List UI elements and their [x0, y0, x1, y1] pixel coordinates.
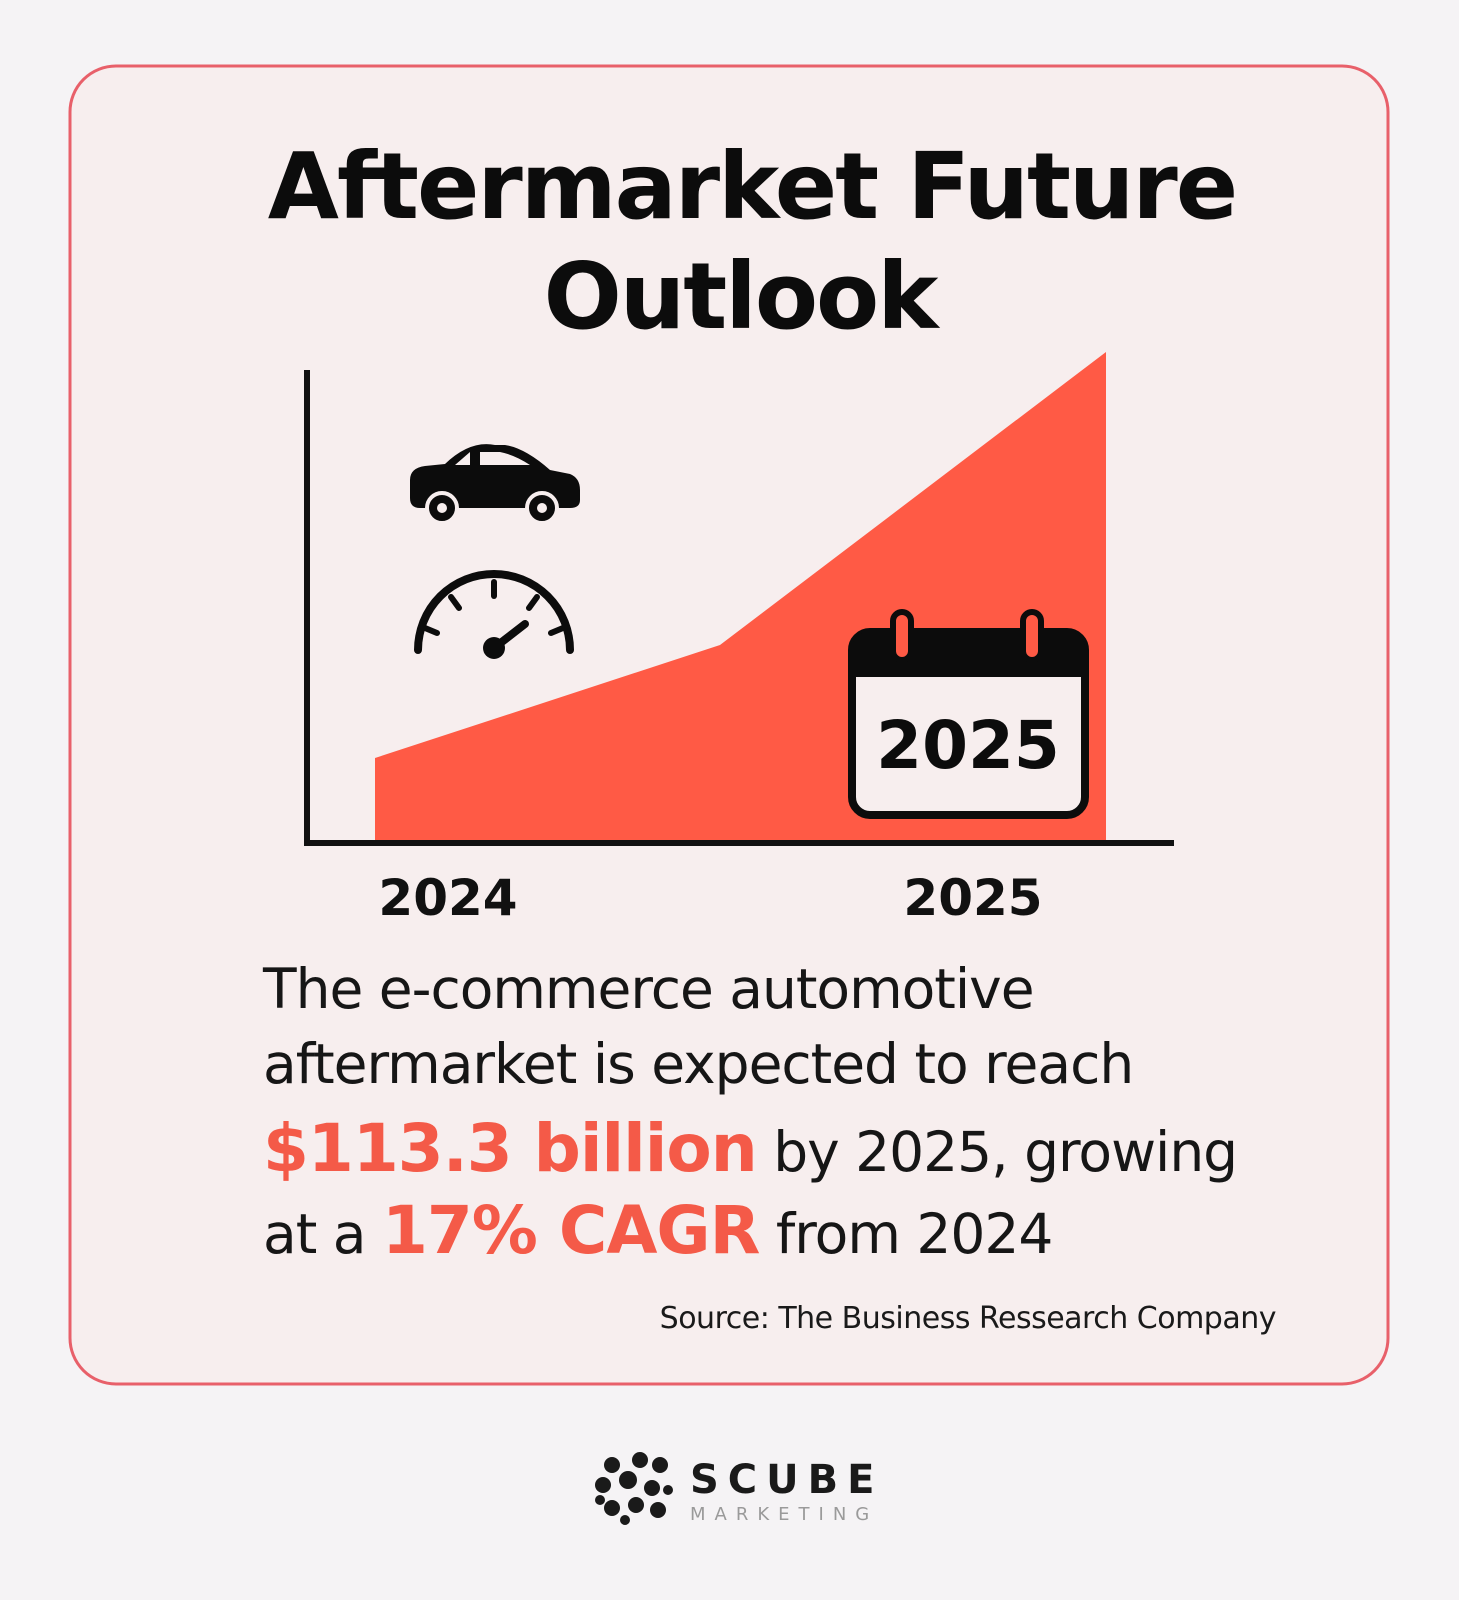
- title-line: Aftermarket Future: [268, 133, 1236, 240]
- x-label: 2025: [903, 869, 1042, 927]
- statement-text: The e-commerce automotive: [262, 957, 1034, 1021]
- title-line: Outlook: [544, 243, 941, 350]
- statement-text: by 2025, growing: [757, 1120, 1237, 1184]
- statement-text: from 2024: [759, 1202, 1052, 1266]
- calendar-label: 2025: [876, 707, 1060, 784]
- gauge-icon: [414, 570, 574, 659]
- highlight: 17% CAGR: [382, 1192, 760, 1269]
- car-icon: [410, 444, 580, 525]
- highlight: $113.3 billion: [263, 1110, 757, 1187]
- statement: The e-commerce automotive aftermarket is …: [262, 957, 1238, 1269]
- calendar-icon: [848, 609, 1089, 819]
- statement-line: $113.3 billion by 2025, growing: [263, 1110, 1237, 1187]
- logo-tagline: MARKETING: [690, 1504, 878, 1525]
- logo-mark: [595, 1452, 673, 1525]
- statement-line: at a 17% CAGR from 2024: [263, 1192, 1052, 1269]
- x-label: 2024: [378, 869, 517, 927]
- statement-text: aftermarket is expected to reach: [263, 1032, 1133, 1096]
- statement-line: The e-commerce automotive: [262, 957, 1034, 1021]
- source: Source: The Business Ressearch Company: [660, 1301, 1276, 1336]
- statement-line: aftermarket is expected to reach: [263, 1032, 1133, 1096]
- logo-name: SCUBE: [690, 1457, 883, 1503]
- statement-text: at a: [263, 1202, 382, 1266]
